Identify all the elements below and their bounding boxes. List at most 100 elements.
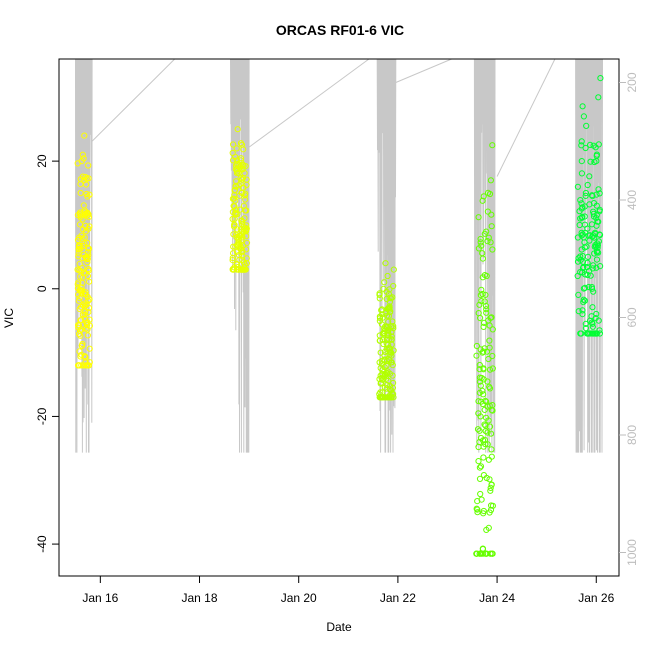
data-point: [234, 126, 241, 133]
data-point: [586, 173, 593, 180]
data-point: [77, 245, 84, 252]
data-point: [230, 231, 237, 238]
data-point: [235, 251, 243, 259]
data-point: [581, 221, 589, 228]
data-point: [480, 323, 487, 330]
data-point: [380, 340, 387, 348]
data-point: [235, 242, 242, 249]
data-point: [79, 279, 86, 286]
data-point: [484, 208, 491, 215]
data-point: [75, 297, 82, 304]
data-point: [579, 311, 586, 318]
data-point: [580, 296, 587, 303]
data-point: [588, 284, 596, 291]
data-point: [382, 260, 389, 267]
data-point: [477, 235, 484, 243]
data-point: [489, 326, 496, 333]
data-point: [579, 103, 586, 110]
data-point: [577, 197, 584, 204]
data-point: [592, 241, 599, 248]
data-point: [85, 162, 92, 169]
data-point: [80, 155, 87, 162]
data-point: [77, 327, 84, 334]
data-point: [482, 302, 490, 310]
data-point: [238, 141, 246, 148]
data-point: [378, 307, 385, 314]
data-point: [79, 235, 86, 242]
data-point: [577, 253, 584, 260]
data-point: [578, 158, 585, 165]
data-point: [481, 406, 488, 413]
data-point: [237, 155, 245, 162]
data-point: [82, 289, 89, 296]
data-point: [590, 330, 597, 337]
data-point: [588, 319, 595, 326]
y-tick-label: 0: [35, 285, 49, 292]
data-point: [84, 249, 92, 256]
data-point: [241, 266, 248, 273]
data-point: [386, 336, 393, 343]
x-tick-label: Jan 26: [578, 591, 614, 605]
plot-frame: [58, 58, 620, 577]
data-point: [483, 474, 490, 482]
data-point: [386, 306, 393, 313]
data-point: [489, 365, 496, 372]
data-point: [376, 313, 383, 320]
data-point: [593, 191, 600, 198]
data-point: [82, 254, 89, 261]
data-point: [480, 507, 487, 515]
data-point: [238, 217, 245, 224]
data-point: [233, 145, 240, 152]
data-point: [484, 429, 491, 436]
data-point: [578, 246, 585, 253]
x-tick-label: Jan 22: [380, 591, 416, 605]
data-point: [483, 550, 490, 557]
data-point: [390, 323, 397, 330]
data-point: [79, 216, 86, 223]
data-point: [388, 295, 395, 302]
data-point: [580, 264, 587, 272]
data-point: [591, 158, 598, 166]
data-point: [487, 484, 494, 491]
data-point: [74, 160, 81, 167]
data-point: [386, 286, 393, 293]
data-point: [596, 327, 603, 334]
data-point: [582, 144, 589, 152]
data-point: [483, 348, 491, 355]
data-point: [589, 323, 597, 330]
data-point: [485, 355, 492, 363]
data-point: [376, 337, 383, 344]
data-point: [488, 223, 495, 230]
data-point: [378, 360, 385, 367]
data-point: [582, 189, 590, 197]
data-point: [386, 357, 393, 364]
data-point: [485, 524, 492, 532]
data-point: [487, 177, 494, 184]
data-point: [579, 253, 586, 260]
data-point: [230, 141, 237, 148]
data-point: [81, 353, 88, 360]
data-point: [85, 266, 92, 273]
data-point: [383, 375, 390, 382]
data-point: [483, 228, 490, 235]
data-point: [83, 181, 90, 188]
altitude-ferry-leg: [248, 58, 370, 148]
data-point: [488, 211, 495, 218]
data-point: [231, 221, 238, 228]
data-point: [381, 329, 388, 336]
data-point: [379, 336, 386, 343]
data-point: [595, 238, 603, 245]
data-point: [486, 366, 494, 373]
data-point: [483, 306, 490, 313]
data-point: [229, 215, 236, 223]
altitude-ferry-leg: [395, 58, 452, 83]
data-point: [592, 315, 599, 322]
data-point: [232, 243, 239, 250]
data-point: [578, 170, 586, 177]
data-point: [480, 391, 487, 398]
data-point: [85, 245, 93, 252]
x-tick-label: Jan 18: [182, 591, 218, 605]
data-point: [237, 226, 244, 233]
data-point: [485, 417, 492, 424]
data-point: [596, 330, 604, 337]
